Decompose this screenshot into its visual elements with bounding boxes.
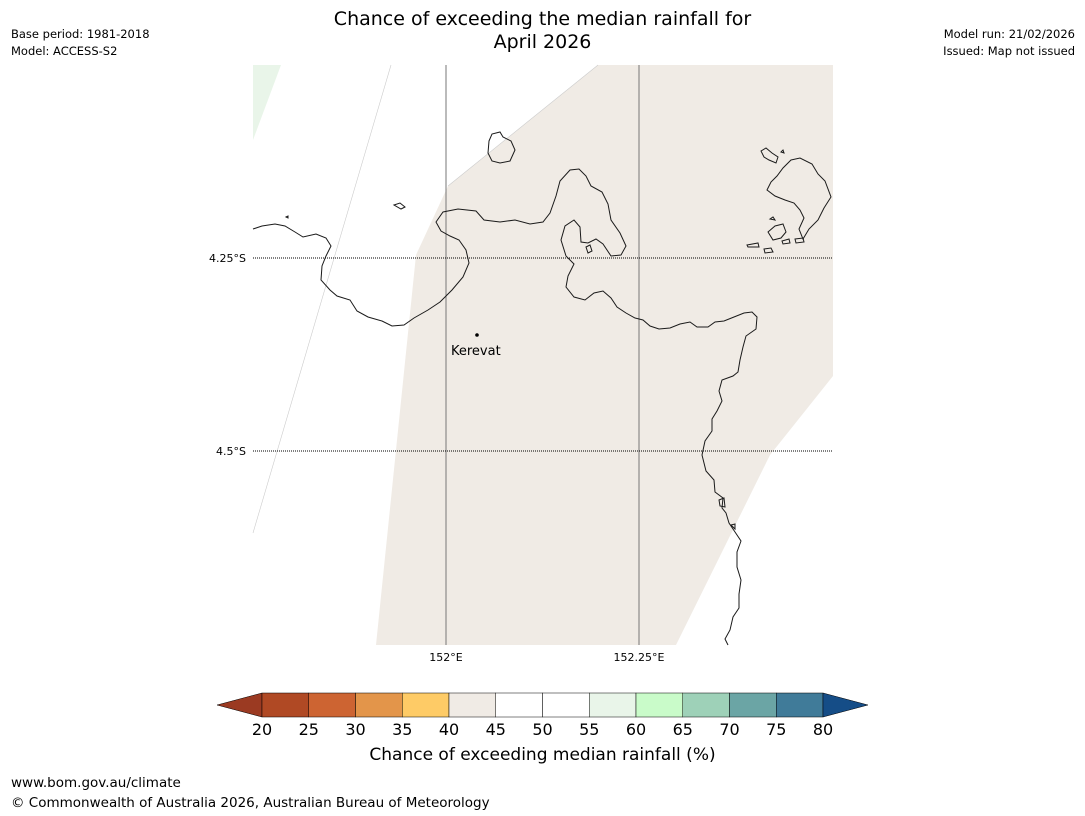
colorbar-segment bbox=[355, 692, 403, 718]
islet bbox=[767, 223, 787, 241]
issued-status: Issued: Map not issued bbox=[943, 44, 1075, 58]
colorbar-segment bbox=[776, 692, 824, 718]
footer-copyright: © Commonwealth of Australia 2026, Austra… bbox=[11, 795, 490, 811]
island-northeast-large bbox=[766, 157, 832, 241]
islet bbox=[585, 244, 593, 254]
colorbar-tick-label: 50 bbox=[532, 720, 552, 739]
colorbar-segment bbox=[589, 692, 637, 718]
colorbar-over-arrow bbox=[822, 692, 869, 718]
islet bbox=[730, 523, 736, 531]
coastline-main bbox=[252, 168, 758, 646]
coastline bbox=[252, 131, 832, 646]
colorbar-label: Chance of exceeding median rainfall (%) bbox=[369, 745, 716, 765]
model-run: Model run: 21/02/2026 bbox=[943, 27, 1075, 41]
map-fill-band-55-60 bbox=[253, 65, 281, 140]
colorbar-segment bbox=[635, 692, 683, 718]
lon-label-152-25: 152.25°E bbox=[614, 651, 665, 664]
colorbar-tick-label: 25 bbox=[299, 720, 319, 739]
page-title: Chance of exceeding the median rainfall … bbox=[0, 8, 1085, 54]
island-northeast bbox=[760, 147, 779, 164]
colorbar-segment bbox=[448, 692, 496, 718]
lat-label-4-25: 4.25°S bbox=[209, 252, 246, 265]
colorbar-segment bbox=[402, 692, 450, 718]
title-line-2: April 2026 bbox=[493, 31, 592, 53]
model-name: Model: ACCESS-S2 bbox=[11, 44, 118, 58]
lon-label-152: 152°E bbox=[429, 651, 462, 664]
colorbar-tick-label: 45 bbox=[486, 720, 506, 739]
islet bbox=[781, 238, 791, 245]
colorbar-under-arrow bbox=[216, 692, 263, 718]
map-edge-line bbox=[252, 64, 392, 534]
title-line-1: Chance of exceeding the median rainfall … bbox=[333, 8, 752, 30]
colorbar-tick-label: 80 bbox=[813, 720, 833, 739]
colorbar-segment bbox=[729, 692, 777, 718]
colorbar: 20 25 30 35 40 45 50 55 60 65 70 75 80 bbox=[216, 692, 869, 739]
colorbar-tick-label: 65 bbox=[673, 720, 693, 739]
place-marker-dot bbox=[475, 333, 479, 337]
islet bbox=[718, 497, 726, 508]
footer-url[interactable]: www.bom.gov.au/climate bbox=[11, 775, 181, 791]
colorbar-tick-label: 55 bbox=[579, 720, 599, 739]
colorbar-segment bbox=[682, 692, 730, 718]
colorbar-tick-label: 40 bbox=[439, 720, 459, 739]
colorbar-tick-label: 60 bbox=[626, 720, 646, 739]
place-label: Kerevat bbox=[451, 344, 501, 359]
colorbar-segment bbox=[308, 692, 356, 718]
colorbar-segment bbox=[495, 692, 543, 718]
colorbar-tick-label: 30 bbox=[345, 720, 365, 739]
colorbar-tick-label: 75 bbox=[766, 720, 786, 739]
colorbar-segment bbox=[542, 692, 590, 718]
islet bbox=[768, 216, 777, 221]
islet bbox=[746, 242, 760, 248]
islet bbox=[780, 149, 785, 154]
island-north bbox=[487, 131, 516, 164]
colorbar-tick-label: 20 bbox=[252, 720, 272, 739]
islet bbox=[794, 237, 805, 244]
colorbar-tick-label: 70 bbox=[719, 720, 739, 739]
islet bbox=[763, 247, 774, 254]
map-edge-line bbox=[447, 64, 599, 187]
islet bbox=[392, 202, 406, 210]
islet bbox=[284, 215, 289, 219]
colorbar-tick-label: 35 bbox=[392, 720, 412, 739]
base-period: Base period: 1981-2018 bbox=[11, 27, 150, 41]
meta-right: Model run: 21/02/2026 Issued: Map not is… bbox=[943, 26, 1075, 60]
colorbar-segment bbox=[261, 692, 309, 718]
map: Kerevat 4.25°S 4.5°S 152°E 152.25°E bbox=[209, 64, 833, 664]
lat-label-4-5: 4.5°S bbox=[216, 445, 246, 458]
meta-left: Base period: 1981-2018 Model: ACCESS-S2 bbox=[11, 26, 150, 60]
